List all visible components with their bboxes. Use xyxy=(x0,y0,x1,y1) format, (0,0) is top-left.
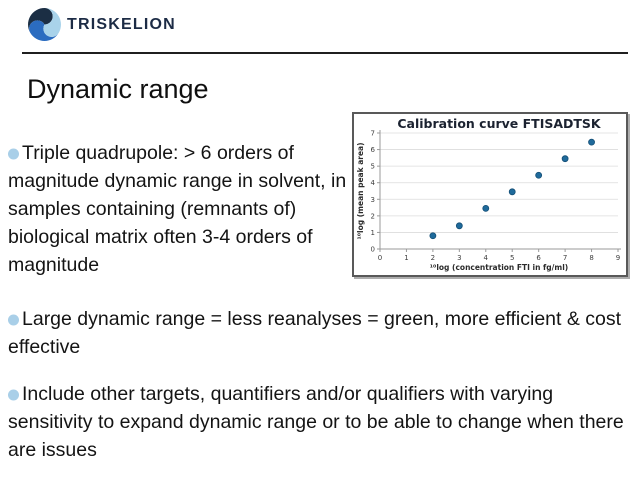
y-tick-label: 3 xyxy=(371,196,375,204)
x-tick-label: 6 xyxy=(536,254,541,262)
bullet-text: Include other targets, quantifiers and/o… xyxy=(8,383,624,461)
x-axis-title: ¹⁰log (concentration FTI in fg/ml) xyxy=(430,263,568,272)
calibration-chart: 0 1 2 3 4 5 6 7 0 1 2 3 4 5 6 7 8 9 Calibration curve FTIS… xyxy=(352,112,628,277)
bullet-text: Triple quadrupole: > 6 orders of magnitu… xyxy=(8,142,347,276)
bullet-dot-icon xyxy=(8,148,19,160)
x-tick-label: 5 xyxy=(510,254,514,262)
data-point xyxy=(588,138,595,146)
data-point xyxy=(508,188,516,196)
page-title: Dynamic range xyxy=(27,74,209,104)
x-tick-label: 4 xyxy=(484,254,489,262)
chart-title: Calibration curve FTISADTSK xyxy=(397,116,602,131)
y-tick-label: 6 xyxy=(371,146,376,154)
x-tick-label: 9 xyxy=(616,254,620,262)
bullet-item: Large dynamic range = less reanalyses = … xyxy=(8,305,632,361)
y-tick-label: 7 xyxy=(371,130,375,138)
y-tick-label: 1 xyxy=(371,229,375,237)
data-point xyxy=(482,205,490,212)
x-tick-label: 1 xyxy=(404,254,408,262)
x-tick-label: 7 xyxy=(563,254,567,262)
triskelion-logo-icon xyxy=(28,8,61,41)
bullet-text: Large dynamic range = less reanalyses = … xyxy=(8,308,622,358)
header-divider xyxy=(22,52,628,54)
data-point xyxy=(455,222,463,230)
brand-name: TRISKELION xyxy=(67,16,176,33)
data-point xyxy=(535,171,543,179)
x-tick-label: 0 xyxy=(378,254,382,262)
y-tick-label: 4 xyxy=(371,179,376,187)
data-point xyxy=(561,155,569,163)
bullet-item: Include other targets, quantifiers and/o… xyxy=(8,380,632,464)
bullet-dot-icon xyxy=(8,314,19,326)
y-tick-label: 2 xyxy=(371,212,375,220)
calibration-chart-plot: 0 1 2 3 4 5 6 7 0 1 2 3 4 5 6 7 8 9 Calibration curve FTIS… xyxy=(356,116,621,272)
x-tick-label: 3 xyxy=(457,254,461,262)
y-axis-title: ¹⁰log (mean peak area) xyxy=(356,142,365,239)
y-tick-label: 5 xyxy=(371,163,375,171)
data-point xyxy=(429,232,437,240)
bullet-item: Triple quadrupole: > 6 orders of magnitu… xyxy=(8,139,352,279)
y-tick-label: 0 xyxy=(371,246,375,254)
x-tick-label: 2 xyxy=(431,254,435,262)
bullet-dot-icon xyxy=(8,389,19,401)
x-tick-label: 8 xyxy=(589,254,593,262)
